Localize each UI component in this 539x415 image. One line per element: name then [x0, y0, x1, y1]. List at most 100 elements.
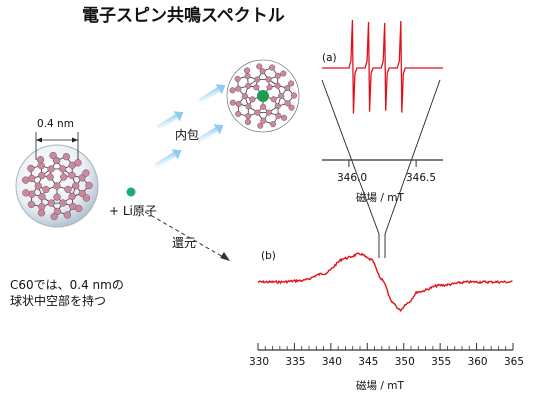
c60-atom	[53, 156, 61, 165]
c60-atom	[259, 103, 267, 110]
c60-atom	[270, 96, 277, 103]
c60-atom	[275, 112, 282, 119]
c60-atom	[82, 194, 91, 202]
figure-title: 電子スピン共鳴スペクトル	[82, 6, 285, 26]
c60-atom	[241, 93, 248, 100]
c60-atom	[256, 63, 263, 70]
c60-atom	[288, 80, 295, 87]
panel-b-tick-label: 365	[504, 356, 525, 368]
c60-atom	[64, 185, 72, 194]
panel-b-tick-label: 330	[249, 356, 270, 368]
c60-atom	[229, 99, 236, 106]
spectrum-a-path	[322, 19, 443, 114]
c60-atom	[74, 159, 82, 167]
panel-b-tick-label: 360	[467, 356, 488, 368]
panel-b-tick-label: 355	[431, 356, 452, 368]
c60-atom	[47, 165, 55, 173]
c60-atom	[62, 153, 71, 161]
panel-a-tick-label: 346.5	[406, 172, 437, 184]
c60-atom	[274, 82, 281, 89]
c60-atom	[72, 182, 80, 190]
c60-atom	[82, 169, 90, 177]
caption-line-1: C60では、0.4 nmの	[10, 278, 124, 292]
c60-atom	[284, 100, 291, 107]
c60-atom	[53, 193, 61, 201]
li-atom-dot	[126, 187, 136, 197]
c60-atom	[75, 204, 83, 213]
panel-a-xlabel: 磁場 / mT	[356, 192, 404, 204]
c60-atom	[68, 192, 76, 201]
c60-atom	[260, 117, 267, 124]
panel-b-label: (b)	[261, 250, 276, 262]
c60-atom	[229, 87, 236, 94]
c60-atom	[85, 181, 93, 190]
c60-atom	[235, 85, 242, 92]
c60-molecule-right	[226, 59, 300, 133]
c60-atom	[253, 84, 260, 91]
c60-atom	[22, 189, 30, 197]
c60-atom	[245, 82, 252, 89]
c60-atom	[46, 173, 54, 181]
panel-a-axis	[322, 159, 443, 167]
c60-atom	[259, 68, 266, 75]
c60-atom	[245, 113, 252, 120]
caption-line-2: 球状中空部を持つ	[10, 294, 107, 308]
c60-atom	[78, 174, 86, 182]
c60-atom	[37, 209, 46, 217]
c60-atom	[288, 104, 295, 111]
c60-atom	[53, 182, 61, 190]
spectrum-b-curve	[257, 252, 513, 313]
c60-atom	[254, 109, 261, 116]
panel-b-axis	[257, 343, 514, 351]
c60-atom	[60, 173, 68, 181]
c60-atom	[245, 103, 252, 110]
c60-cage-right	[229, 63, 298, 129]
reduction-arrow	[144, 211, 230, 261]
c60-atom	[266, 84, 273, 91]
c60-molecule-left	[15, 144, 99, 228]
c60-atom	[290, 92, 298, 99]
c60-atom	[49, 151, 57, 160]
panel-b-tick-label: 350	[394, 356, 415, 368]
c60-atom	[47, 199, 56, 207]
panel-b-tick-label: 345	[358, 356, 379, 368]
panel-a-label: (a)	[322, 52, 337, 64]
c60-atom	[28, 174, 36, 183]
spectrum-a-lines	[322, 19, 443, 114]
c60-atom	[278, 92, 285, 99]
c60-atom	[270, 121, 277, 128]
panel-a-tick-label: 346.0	[337, 172, 368, 184]
panel-b-tick-label: 335	[285, 356, 306, 368]
c60-atom	[280, 70, 287, 77]
c60-atom	[63, 211, 72, 219]
c60-atom	[244, 118, 251, 126]
encapsulation-arrows	[154, 84, 226, 169]
c60-atom	[68, 171, 76, 179]
c60-atom	[274, 103, 281, 110]
panel-b-tick-label: 340	[321, 356, 342, 368]
c60-atom	[34, 182, 42, 190]
c60-atom	[27, 200, 36, 209]
c60-atom	[36, 156, 45, 164]
diameter-marker	[35, 132, 79, 160]
diameter-label: 0.4 nm	[37, 118, 74, 130]
c60-atom	[243, 67, 251, 74]
c60-atom	[21, 176, 30, 184]
c60-atom	[38, 193, 46, 201]
c60-atom	[27, 164, 35, 173]
c60-atom	[28, 190, 36, 198]
panel-b-xlabel: 磁場 / mT	[356, 380, 404, 392]
li-encapsulated-dot	[257, 90, 269, 102]
c60-atom	[274, 72, 281, 79]
c60-atom	[265, 109, 272, 116]
c60-atom	[269, 64, 276, 71]
reduction-label: 還元	[172, 236, 197, 250]
c60-atom	[38, 171, 46, 180]
zoom-funnel	[321, 79, 441, 258]
c60-atom	[284, 85, 291, 92]
c60-atom	[235, 110, 242, 117]
c60-atom	[235, 100, 242, 107]
c60-atom	[244, 73, 251, 80]
